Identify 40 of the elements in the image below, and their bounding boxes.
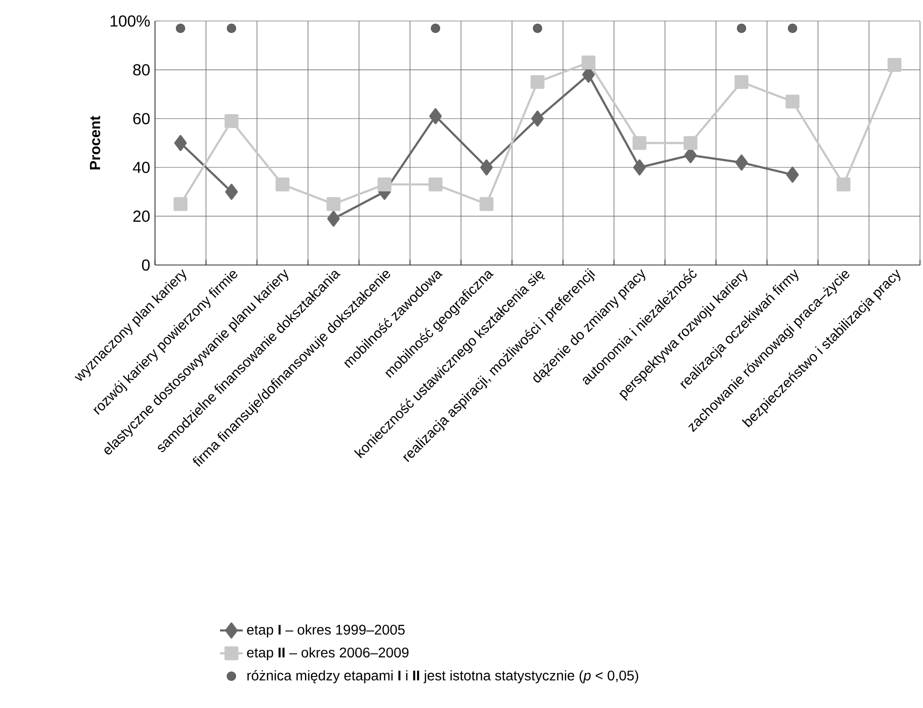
point: [378, 178, 392, 192]
point: [530, 75, 544, 89]
point: [888, 58, 902, 72]
point: [224, 114, 238, 128]
point: [430, 24, 440, 33]
y-tick-label: 40: [132, 162, 150, 174]
point: [684, 136, 698, 150]
y-tick-label: 0: [142, 259, 150, 271]
point: [174, 135, 187, 152]
point: [786, 94, 800, 108]
y-tick-label: 20: [133, 210, 150, 222]
point: [788, 24, 798, 33]
point: [632, 136, 646, 150]
y-tick-label: 60: [133, 112, 150, 124]
point: [532, 24, 542, 33]
point: [480, 197, 494, 211]
legend-label: etap II – okres 2006–2009: [247, 647, 408, 660]
point: [226, 24, 236, 33]
y-tick-label: 80: [133, 64, 150, 76]
point: [582, 56, 596, 70]
point: [633, 159, 646, 176]
point: [225, 184, 238, 200]
point: [174, 197, 188, 211]
point: [786, 166, 799, 183]
legend-label: etap I – okres 1999–2005: [247, 624, 405, 638]
point: [428, 178, 442, 192]
point: [736, 24, 746, 33]
legend-label: różnica między etapami I i II jest istotna statystycznie (p < 0,05): [247, 670, 638, 684]
y-axis-title: Procent: [90, 116, 100, 170]
y-tick-label: 100%: [110, 15, 150, 27]
point: [480, 159, 493, 176]
point: [326, 197, 340, 211]
point: [327, 210, 340, 227]
point: [429, 108, 442, 124]
point: [276, 178, 290, 192]
point: [531, 110, 544, 127]
point: [176, 24, 186, 33]
point: [735, 154, 748, 171]
point: [734, 75, 748, 89]
point: [836, 178, 850, 192]
